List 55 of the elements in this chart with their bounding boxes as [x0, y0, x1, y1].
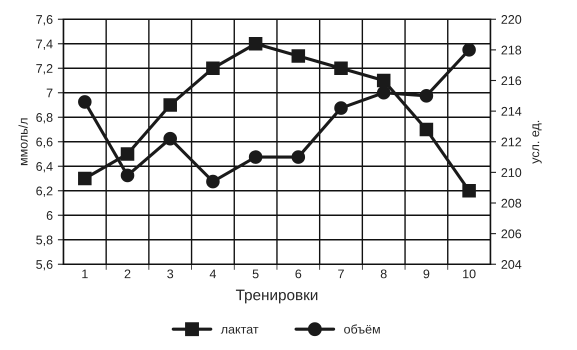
x-tick-label: 2 [124, 269, 130, 278]
y-tick-label: 7,4 [36, 40, 53, 50]
point [292, 150, 306, 164]
point [334, 61, 348, 76]
point [420, 89, 434, 103]
point [78, 95, 92, 109]
point [292, 49, 306, 63]
legend-label: лактат [220, 326, 258, 334]
point [334, 101, 348, 115]
legend-label: объём [344, 324, 380, 334]
point [163, 98, 177, 112]
x-tick-label: 1 [82, 270, 88, 278]
x-tick-label: 5 [252, 270, 259, 278]
x-tick-label: 4 [210, 270, 216, 278]
y2-tick-label: 210 [501, 168, 522, 178]
x-axis-title: Тренировки [236, 290, 318, 304]
y-tick-label: 6,2 [36, 186, 52, 197]
y-tick-label: 7,2 [36, 64, 52, 74]
y-tick-label: 7 [46, 88, 52, 98]
y-tick-label: 6,4 [36, 162, 53, 172]
y-tick-label: 5,8 [36, 236, 53, 246]
y2-tick-label: 218 [501, 46, 522, 55]
y2-tick-label: 204 [501, 260, 522, 269]
y2-tick-label: 212 [501, 138, 522, 146]
y2-tick-label: 206 [501, 229, 522, 238]
x-tick-label: 3 [167, 269, 174, 278]
point [376, 86, 390, 100]
point [206, 61, 220, 76]
x-tick-label: 8 [380, 269, 387, 278]
y2-tick-label: 216 [501, 76, 522, 86]
y2-tick-label: 214 [501, 106, 522, 116]
x-tick-label: 9 [424, 269, 430, 278]
x-tick-label: 6 [295, 269, 302, 278]
y-tick-label: 5,6 [36, 260, 53, 270]
x-tick-label: 7 [338, 270, 344, 278]
point [248, 36, 262, 51]
y-tick-label: 6,6 [36, 138, 53, 148]
point [206, 174, 220, 188]
point [78, 172, 92, 186]
point [120, 147, 134, 161]
y2-axis-title: усл. ед. [532, 120, 542, 164]
point [376, 74, 390, 88]
point [163, 132, 177, 146]
y-tick-label: 7,6 [36, 15, 53, 26]
y2-tick-label: 208 [501, 198, 522, 208]
y-axis-title: ммоль/л [18, 118, 28, 166]
y-tick-label: 6,8 [36, 113, 53, 124]
point [420, 122, 434, 136]
point [120, 168, 134, 182]
y-tick-label: 6 [46, 211, 53, 220]
point [248, 150, 262, 164]
point [462, 43, 476, 57]
y2-tick-label: 220 [501, 15, 522, 24]
x-tick-label: 10 [463, 269, 476, 278]
point [462, 184, 476, 198]
